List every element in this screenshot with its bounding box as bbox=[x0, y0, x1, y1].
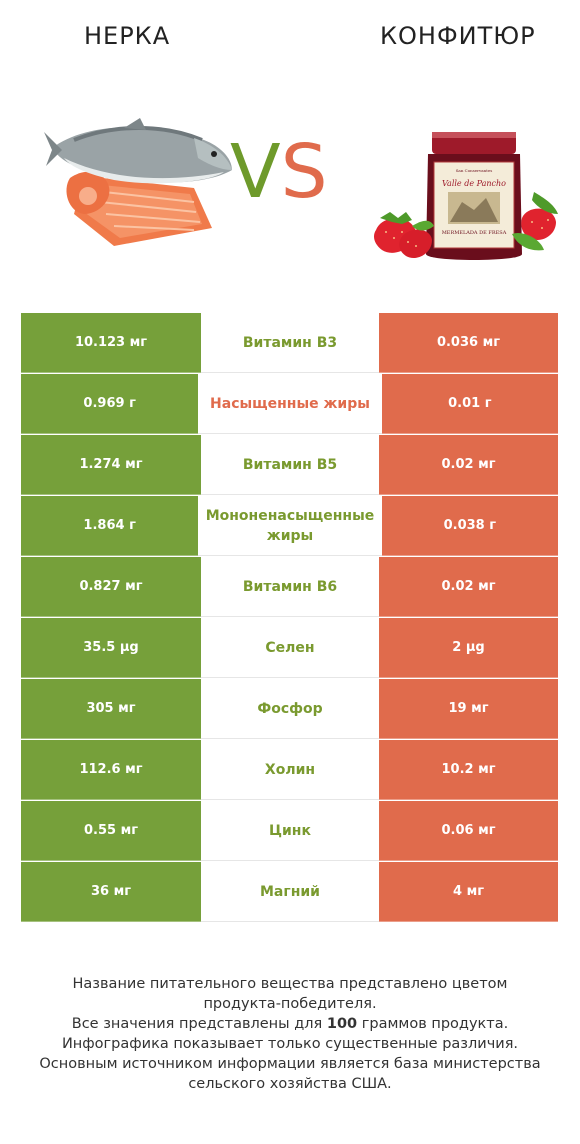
footer-line: Все значения представлены для 100 граммо… bbox=[20, 1014, 560, 1034]
jar-brand: San Conservantes bbox=[456, 168, 493, 173]
table-row: 305 мг Фосфор 19 мг bbox=[21, 679, 558, 740]
nutrient-name: Витамин B6 bbox=[201, 557, 379, 617]
nutrient-name: Насыщенные жиры bbox=[198, 374, 382, 434]
left-product-title: НЕРКА bbox=[84, 22, 171, 50]
table-row: 36 мг Магний 4 мг bbox=[21, 862, 558, 923]
right-value: 0.02 мг bbox=[379, 435, 558, 495]
nutrient-comparison-table: 10.123 мг Витамин B3 0.036 мг 0.969 г Насыще… bbox=[21, 313, 558, 923]
right-value: 10.2 мг bbox=[379, 740, 558, 800]
right-product-title: КОНФИТЮР bbox=[380, 22, 536, 50]
footer-bold-number: 100 bbox=[326, 1016, 358, 1032]
table-row: 0.969 г Насыщенные жиры 0.01 г bbox=[21, 374, 558, 435]
right-value: 2 µg bbox=[379, 618, 558, 678]
footer-note: Название питательного вещества представл… bbox=[20, 974, 560, 1094]
nutrient-name: Мононенасыщенные жиры bbox=[198, 496, 382, 556]
nutrient-name: Холин bbox=[201, 740, 379, 800]
vs-v: V bbox=[230, 129, 281, 215]
right-value: 0.01 г bbox=[381, 374, 558, 434]
salmon-image bbox=[44, 118, 232, 246]
left-value: 0.55 мг bbox=[21, 801, 201, 861]
table-row: 1.274 мг Витамин B5 0.02 мг bbox=[21, 435, 558, 496]
left-value: 112.6 мг bbox=[21, 740, 201, 800]
nutrient-name: Цинк bbox=[201, 801, 379, 861]
left-value: 35.5 µg bbox=[21, 618, 201, 678]
table-row: 10.123 мг Витамин B3 0.036 мг bbox=[21, 313, 558, 374]
vs-label: VS bbox=[230, 135, 328, 209]
right-value: 19 мг bbox=[379, 679, 558, 739]
table-row: 0.827 мг Витамин B6 0.02 мг bbox=[21, 557, 558, 618]
nutrient-name: Витамин B3 bbox=[201, 313, 379, 373]
footer-line: продукта-победителя. bbox=[203, 996, 377, 1012]
nutrient-name: Витамин B5 bbox=[201, 435, 379, 495]
footer-line: Инфографика показывает только существенн… bbox=[61, 1036, 519, 1052]
table-row: 35.5 µg Селен 2 µg bbox=[21, 618, 558, 679]
vs-s: S bbox=[280, 129, 328, 215]
footer-line: Основным источником информации является … bbox=[39, 1056, 541, 1072]
left-value: 1.274 мг bbox=[21, 435, 201, 495]
nutrient-name: Магний bbox=[201, 862, 379, 922]
footer-line: Название питательного вещества представл… bbox=[72, 976, 508, 992]
left-value: 36 мг bbox=[21, 862, 201, 922]
left-value: 1.864 г bbox=[21, 496, 199, 556]
left-value: 0.827 мг bbox=[21, 557, 201, 617]
right-value: 4 мг bbox=[379, 862, 558, 922]
left-value: 305 мг bbox=[21, 679, 201, 739]
right-value: 0.036 мг bbox=[379, 313, 558, 373]
right-value: 0.02 мг bbox=[379, 557, 558, 617]
jar-product: MERMELADA DE FRESA bbox=[442, 230, 507, 236]
table-row: 1.864 г Мононенасыщенные жиры 0.038 г bbox=[21, 496, 558, 557]
nutrient-name: Селен bbox=[201, 618, 379, 678]
nutrient-name: Фосфор bbox=[201, 679, 379, 739]
table-row: 0.55 мг Цинк 0.06 мг bbox=[21, 801, 558, 862]
right-value: 0.038 г bbox=[381, 496, 558, 556]
footer-line: сельского хозяйства США. bbox=[188, 1076, 392, 1092]
right-value: 0.06 мг bbox=[379, 801, 558, 861]
left-value: 10.123 мг bbox=[21, 313, 201, 373]
table-row: 112.6 мг Холин 10.2 мг bbox=[21, 740, 558, 801]
footer-text: граммов продукта. bbox=[357, 1016, 509, 1032]
jar-name: Valle de Pancho bbox=[442, 179, 506, 188]
jam-jar-image: San Conservantes Valle de Pancho MERMELA… bbox=[374, 132, 558, 260]
left-value: 0.969 г bbox=[21, 374, 199, 434]
footer-text: Все значения представлены для bbox=[71, 1016, 327, 1032]
